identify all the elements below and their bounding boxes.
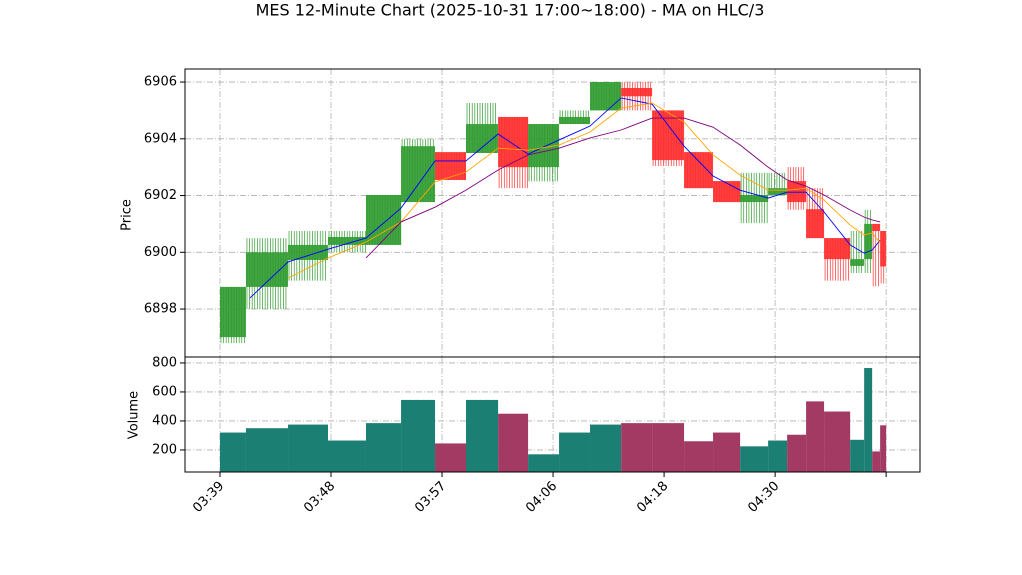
volume-bar (768, 440, 788, 472)
chart-title: MES 12-Minute Chart (2025-10-31 17:00~18… (256, 1, 765, 20)
volume-bar (864, 368, 873, 472)
candle-body (806, 209, 825, 239)
candle-body (787, 181, 807, 203)
y-tick-label: 6902 (144, 188, 177, 203)
candle-body (684, 152, 714, 189)
ma-line (365, 117, 881, 259)
candle-body (219, 286, 246, 338)
candle-body (590, 82, 622, 111)
volume-bar (498, 413, 529, 472)
candle-body (288, 244, 329, 260)
volume-bar (245, 428, 289, 472)
volume-bar (787, 434, 807, 472)
x-tick-label: 03:57 (412, 479, 449, 516)
ma-line (287, 102, 881, 279)
volume-tick-label: 800 (152, 355, 177, 370)
candle-body (740, 194, 769, 203)
y-tick-label: 6906 (144, 75, 177, 90)
volume-bar (740, 446, 769, 472)
candle-body (559, 116, 591, 125)
x-tick-label: 04:18 (634, 479, 671, 516)
candle-body (872, 223, 881, 232)
volume-bar (806, 401, 825, 472)
volume-bar (850, 439, 865, 472)
volume-bar (328, 440, 366, 472)
volume-bar (365, 423, 402, 472)
volume-tick-label: 600 (152, 384, 177, 399)
candle-body (880, 231, 887, 267)
volume-bar (435, 443, 467, 472)
volume-tick-label: 400 (152, 413, 177, 428)
x-tick-label: 03:48 (301, 479, 338, 516)
candle-body (768, 188, 788, 195)
ma-line (249, 97, 881, 299)
volume-bar (684, 441, 714, 472)
volume-bar (559, 432, 591, 472)
volume-axis-label: Volume (127, 391, 142, 439)
volume-tick-label: 200 (152, 442, 177, 457)
volume-bar (621, 423, 653, 472)
candle-body (850, 259, 865, 266)
candle-body (824, 238, 851, 260)
volume-bar (401, 399, 436, 472)
volume-bar (466, 399, 499, 472)
volume-bar (528, 454, 560, 472)
y-tick-label: 6900 (144, 245, 177, 260)
volume-frame (184, 356, 921, 473)
candle-body (435, 152, 467, 180)
x-tick-label: 04:06 (523, 479, 560, 516)
x-tick-label: 03:39 (190, 479, 227, 516)
candle-body (328, 236, 366, 245)
volume-bar (590, 424, 622, 472)
volume-bar (288, 424, 329, 472)
candle-body (864, 223, 873, 260)
volume-bar (652, 423, 685, 472)
candle-body (365, 194, 402, 245)
volume-bar (824, 411, 851, 472)
volume-bar (713, 432, 741, 472)
volume-bar (219, 432, 246, 472)
y-axis-label: Price (120, 199, 135, 231)
candle-body (621, 88, 653, 97)
volume-bar (880, 425, 887, 472)
candle-body (713, 181, 741, 203)
candle-body (498, 116, 529, 168)
x-tick-label: 04:30 (745, 479, 782, 516)
candle-body (245, 252, 289, 287)
candle-body (401, 146, 436, 203)
y-tick-label: 6904 (144, 131, 177, 146)
y-tick-label: 6898 (144, 302, 177, 317)
volume-bar (872, 451, 881, 472)
